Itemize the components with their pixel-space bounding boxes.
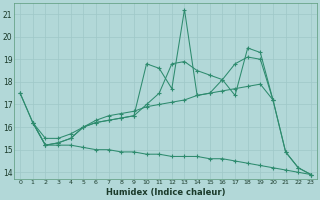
X-axis label: Humidex (Indice chaleur): Humidex (Indice chaleur) (106, 188, 225, 197)
